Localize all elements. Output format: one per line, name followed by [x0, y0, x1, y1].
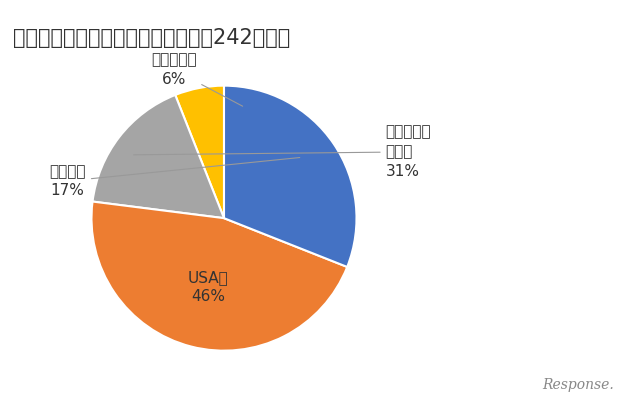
Text: USA製
46%: USA製 46%	[188, 269, 228, 305]
Wedge shape	[92, 202, 348, 351]
Wedge shape	[224, 86, 356, 267]
Text: カナダ製
17%: カナダ製 17%	[49, 158, 300, 198]
Text: Response.: Response.	[543, 378, 614, 392]
Wedge shape	[93, 95, 224, 218]
Text: トヨタのアメリカ販売モデル（合訜242万台）: トヨタのアメリカ販売モデル（合訜242万台）	[13, 28, 290, 48]
Wedge shape	[175, 86, 224, 218]
Text: 日本からの
輸入車
31%: 日本からの 輸入車 31%	[134, 124, 431, 179]
Text: メキシコ製
6%: メキシコ製 6%	[151, 53, 243, 106]
